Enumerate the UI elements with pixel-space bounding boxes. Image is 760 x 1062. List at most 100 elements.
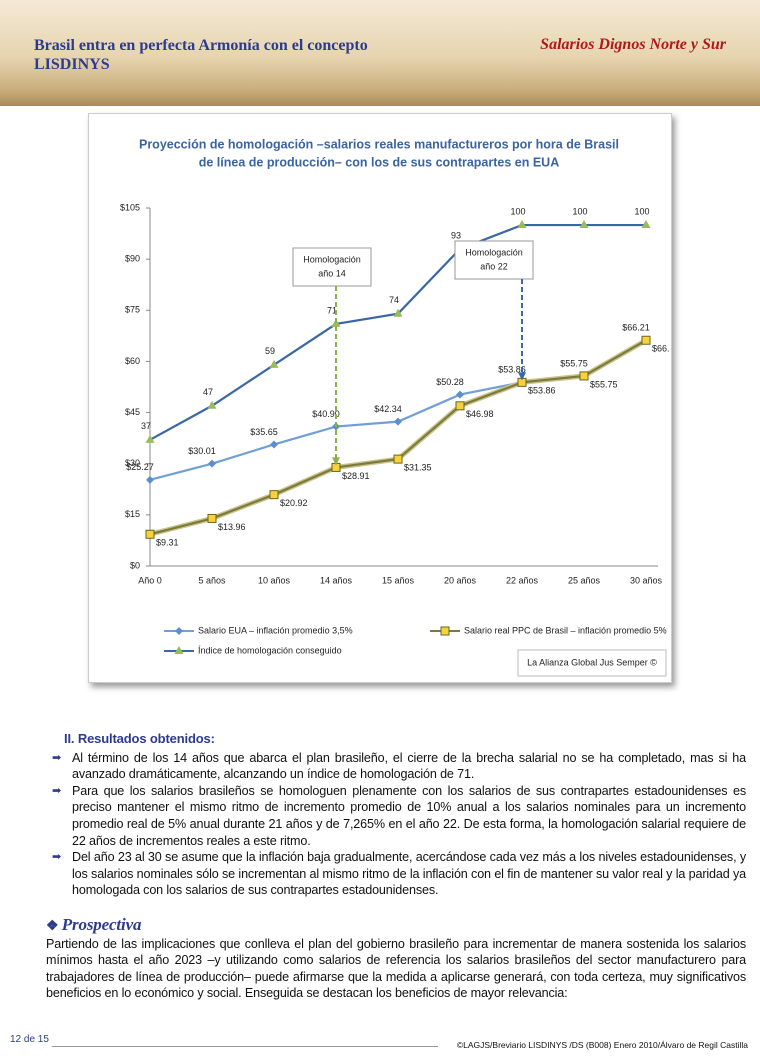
marker: [440, 626, 450, 636]
x-tick-label: 30 años: [630, 575, 663, 585]
marker: [145, 434, 155, 443]
y-tick-label: $15: [125, 509, 140, 519]
legend-label: Salario real PPC de Brasil – inflación p…: [464, 625, 667, 635]
series-line-shadow: [149, 338, 648, 537]
marker: [456, 390, 464, 399]
chart-title: Proyección de homologación –salarios rea…: [139, 137, 619, 151]
data-label: $13.96: [218, 522, 246, 532]
y-tick-label: $105: [120, 202, 140, 212]
prospectiva-heading: Prospectiva: [46, 916, 746, 936]
marker: [393, 454, 403, 464]
prospectiva: Prospectiva Partiendo de las implicacion…: [46, 916, 746, 1002]
legend-label: Índice de homologación conseguido: [198, 645, 342, 655]
data-label: $66.21: [652, 344, 670, 354]
marker: [641, 220, 651, 229]
data-label: 37: [141, 421, 151, 431]
source-box: [517, 649, 667, 677]
marker: [208, 459, 216, 468]
x-tick-label: 10 años: [258, 575, 291, 585]
marker: [517, 220, 527, 229]
x-tick-label: 25 años: [568, 575, 601, 585]
results-heading: II. Resultados obtenidos:: [64, 731, 215, 746]
x-tick-label: 15 años: [382, 575, 415, 585]
marker: [145, 529, 155, 539]
data-label: $30.01: [188, 446, 216, 456]
source: La Alianza Global Jus Semper ©: [527, 657, 657, 667]
data-label: $35.65: [250, 427, 278, 437]
bullet: Al término de los 14 años que abarca el …: [52, 750, 746, 783]
marker: [269, 359, 279, 368]
annotation-arrowhead: [332, 457, 340, 466]
marker: [269, 490, 279, 500]
header-banner: Brasil entra en perfecta Armonía con el …: [0, 0, 760, 106]
bullet: Del año 23 al 30 se asume que la inflaci…: [52, 849, 746, 899]
results: II. Resultados obtenidos: Al término de …: [46, 731, 746, 899]
annotation-text: Homologación: [303, 254, 361, 264]
chart-frame: [88, 113, 672, 683]
marker: [393, 308, 403, 317]
marker: [207, 400, 217, 409]
data-label: $66.21: [622, 323, 650, 333]
y-tick-label: $45: [125, 407, 140, 417]
marker: [641, 335, 651, 345]
x-tick-label: 5 años: [198, 575, 226, 585]
data-label: $28.91: [342, 471, 370, 481]
x-tick-label: 14 años: [320, 575, 353, 585]
chart-title: de línea de producción– con los de sus c…: [199, 155, 560, 169]
x-tick-label: Año 0: [138, 575, 162, 585]
marker: [394, 417, 402, 426]
footer: 12 de 15 ©LAGJS/Breviario LISDINYS /DS (…: [0, 1034, 760, 1054]
data-label: 100: [634, 206, 649, 216]
data-label: $50.28: [436, 377, 464, 387]
marker: [270, 440, 278, 449]
annotation-text: Homologación: [465, 247, 523, 257]
chart: Proyección de homologación –salarios rea…: [120, 137, 670, 677]
marker: [174, 646, 184, 654]
header-left: Brasil entra en perfecta Armonía con el …: [34, 37, 368, 73]
x-tick-label: 20 años: [444, 575, 477, 585]
series-line: [149, 339, 647, 536]
y-tick-label: $30: [125, 458, 140, 468]
data-label: 100: [572, 206, 587, 216]
marker: [579, 220, 589, 229]
y-tick-label: $90: [125, 254, 140, 264]
data-label: $55.75: [590, 379, 618, 389]
data-label: $25.27: [126, 462, 154, 472]
data-label: $55.75: [560, 358, 588, 368]
y-tick-label: $60: [125, 356, 140, 366]
annotation-box: [292, 247, 372, 287]
data-label: 93: [451, 230, 461, 240]
results-list: Al término de los 14 años que abarca el …: [46, 750, 746, 899]
marker: [455, 401, 465, 411]
x-tick-label: 22 años: [506, 575, 539, 585]
data-label: $31.35: [404, 462, 432, 472]
y-tick-label: $0: [130, 560, 140, 570]
marker: [207, 513, 217, 523]
data-label: $40.90: [312, 409, 340, 419]
annotation-arrowhead: [518, 372, 526, 381]
data-label: 47: [203, 387, 213, 397]
data-label: $53.86: [528, 386, 556, 396]
marker: [146, 475, 154, 484]
data-label: 100: [510, 206, 525, 216]
annotation-text: año 22: [480, 261, 508, 271]
data-label: $42.34: [374, 404, 402, 414]
y-tick-label: $75: [125, 305, 140, 315]
annotation-box: [454, 240, 534, 280]
footer-rule: [52, 1046, 438, 1047]
data-label: $46.98: [466, 409, 494, 419]
page-number: 12 de 15: [10, 1034, 49, 1045]
marker: [175, 627, 183, 635]
data-label: $53.86: [498, 365, 526, 375]
data-label: $20.92: [280, 498, 308, 508]
bullet: Para que los salarios brasileños se homo…: [52, 783, 746, 849]
data-label: $9.31: [156, 538, 179, 548]
header-right: Salarios Dignos Norte y Sur: [540, 36, 726, 53]
marker: [579, 371, 589, 381]
data-label: 59: [265, 346, 275, 356]
legend-label: Salario EUA – inflación promedio 3,5%: [198, 625, 353, 635]
footer-credit: ©LAGJS/Breviario LISDINYS /DS (B008) Ene…: [456, 1040, 748, 1050]
data-label: 74: [389, 295, 399, 305]
data-label: 71: [327, 305, 337, 315]
